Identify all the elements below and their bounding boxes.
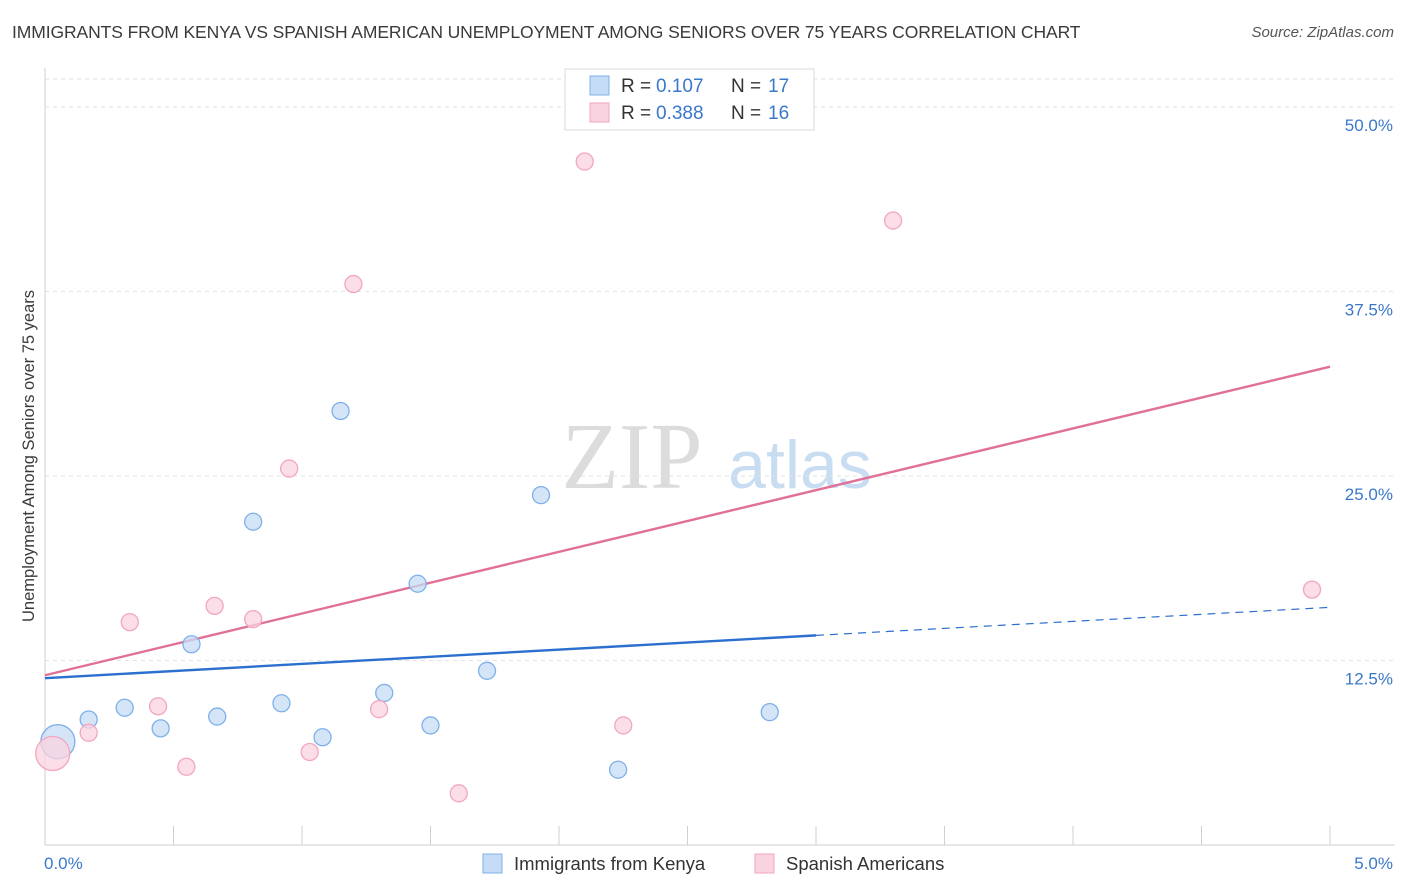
spanish-point-11 <box>449 784 468 803</box>
x-tick-label-max: 5.0% <box>1354 854 1393 873</box>
spanish-point-4 <box>148 697 168 716</box>
y-tick-label-0: 12.5% <box>1345 669 1393 688</box>
top-legend: R = 0.107 N = 17 R = 0.388 N = 16 <box>564 68 815 131</box>
watermark: ZIP atlas <box>562 405 872 509</box>
x-tick-label-min: 0.0% <box>44 854 83 873</box>
kenya-point-10 <box>375 683 394 703</box>
spanish-point-15 <box>1302 580 1322 599</box>
spanish-point-5 <box>205 596 224 616</box>
gridlines <box>45 78 1395 661</box>
legend-spanish-r-label: R = <box>621 103 651 124</box>
kenya-point-11 <box>408 574 427 593</box>
kenya-point-8 <box>313 728 332 747</box>
kenya-point-3 <box>151 719 170 738</box>
kenya-point-16 <box>760 702 779 722</box>
legend-kenya-n-value: 17 <box>768 76 789 97</box>
watermark-zip: ZIP <box>562 405 703 509</box>
spanish-point-10 <box>369 700 389 719</box>
y-axis-title: Unemployment Among Seniors over 75 years <box>20 290 38 622</box>
legend-spanish-swatch <box>589 102 610 123</box>
spanish-point-1 <box>79 723 98 742</box>
kenya-point-6 <box>244 512 263 531</box>
tick-labels: 12.5% 25.0% 37.5% 50.0% 0.0% 5.0% <box>44 116 1393 873</box>
kenya-point-9 <box>331 401 350 421</box>
bottom-legend-kenya-label: Immigrants from Kenya <box>514 853 706 874</box>
spanish-point-0 <box>35 735 71 772</box>
legend-kenya-n-label: N = <box>731 76 761 97</box>
axes <box>44 68 1395 846</box>
spanish-point-3 <box>177 757 196 776</box>
trend-line-0 <box>44 634 817 680</box>
bottom-legend-kenya-swatch <box>482 853 503 874</box>
kenya-point-13 <box>477 661 497 680</box>
spanish-point-6 <box>244 609 263 629</box>
kenya-point-15 <box>608 760 628 779</box>
source-label: Source: ZipAtlas.com <box>1251 24 1394 41</box>
kenya-point-14 <box>531 485 551 505</box>
y-tick-label-3: 50.0% <box>1345 116 1393 135</box>
bottom-legend-spanish-label: Spanish Americans <box>786 853 944 874</box>
spanish-point-14 <box>883 211 903 230</box>
spanish-point-12 <box>575 152 594 171</box>
y-tick-label-1: 25.0% <box>1345 485 1393 504</box>
data-points <box>35 152 1322 803</box>
spanish-point-8 <box>300 742 319 762</box>
legend-spanish-r-value: 0.388 <box>656 103 704 124</box>
bottom-legend-spanish-swatch <box>754 853 775 874</box>
legend-spanish-n-label: N = <box>731 103 761 124</box>
legend-spanish-n-value: 16 <box>768 103 789 124</box>
chart-title: IMMIGRANTS FROM KENYA VS SPANISH AMERICA… <box>12 22 1081 42</box>
kenya-point-2 <box>115 698 134 717</box>
legend-kenya-swatch <box>589 75 610 96</box>
kenya-point-4 <box>182 635 201 654</box>
legend-kenya-r-label: R = <box>621 76 651 97</box>
y-tick-label-2: 37.5% <box>1345 300 1393 319</box>
spanish-point-9 <box>344 274 363 294</box>
spanish-point-13 <box>614 716 633 735</box>
spanish-point-7 <box>279 459 299 478</box>
kenya-point-7 <box>272 694 291 713</box>
bottom-legend: Immigrants from Kenya Spanish Americans <box>482 853 944 874</box>
trend-line-dashed-0 <box>815 606 1331 636</box>
watermark-atlas: atlas <box>728 427 872 503</box>
kenya-point-5 <box>208 707 227 726</box>
kenya-point-12 <box>421 716 440 735</box>
legend-kenya-r-value: 0.107 <box>656 76 704 97</box>
spanish-point-2 <box>120 612 139 632</box>
